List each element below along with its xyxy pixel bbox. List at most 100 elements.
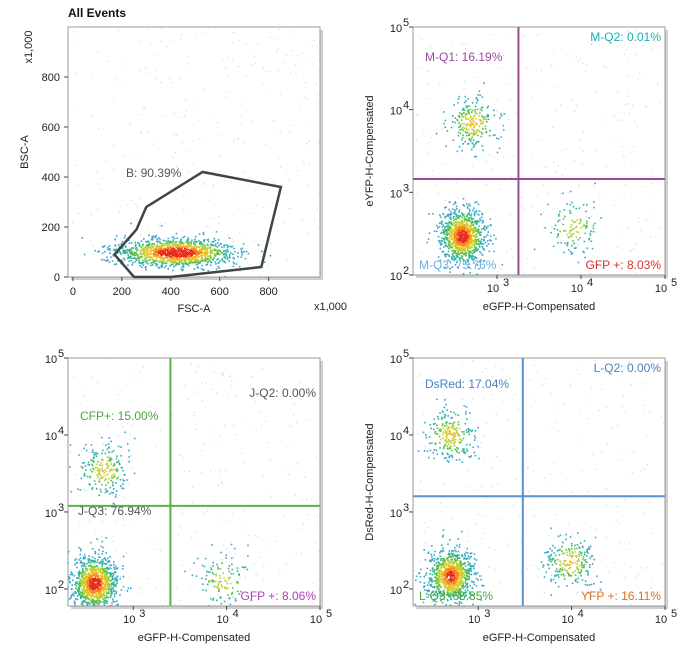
gate-label: M-Q1: 16.19% — [425, 50, 503, 64]
event-dot — [446, 53, 448, 55]
event-dot — [106, 600, 108, 602]
event-dot — [165, 262, 168, 264]
event-dot — [72, 592, 75, 595]
event-dot — [525, 66, 527, 69]
event-dot — [152, 262, 155, 264]
event-dot — [160, 40, 162, 42]
event-dot — [523, 36, 526, 38]
event-dot — [583, 223, 585, 225]
event-dot — [92, 614, 94, 616]
event-dot — [120, 450, 122, 452]
event-dot — [488, 134, 491, 137]
event-dot — [457, 197, 459, 199]
event-dot — [448, 244, 451, 247]
event-dot — [164, 251, 166, 254]
event-dot — [198, 239, 200, 242]
event-dot — [459, 215, 462, 217]
event-dot — [574, 110, 576, 112]
event-dot — [68, 466, 71, 468]
event-dot — [128, 449, 130, 452]
event-dot — [460, 224, 462, 227]
event-dot — [481, 115, 483, 117]
event-dot — [467, 105, 469, 108]
event-dot — [188, 244, 190, 246]
event-dot — [112, 600, 114, 602]
event-dot — [560, 242, 563, 244]
event-dot — [657, 84, 659, 86]
event-dot — [103, 579, 106, 581]
event-dot — [473, 131, 475, 133]
event-dot — [194, 243, 196, 245]
event-dot — [107, 577, 110, 580]
event-dot — [207, 508, 209, 510]
event-dot — [78, 581, 81, 584]
event-dot — [120, 466, 123, 469]
event-dot — [205, 574, 208, 577]
event-dot — [79, 553, 82, 556]
event-dot — [165, 247, 168, 250]
event-dot — [175, 232, 178, 235]
event-dot — [100, 477, 102, 479]
event-dot — [440, 108, 442, 110]
event-dot — [471, 229, 474, 232]
event-dot — [174, 152, 176, 154]
event-dot — [239, 208, 241, 210]
event-dot — [450, 239, 452, 241]
event-dot — [102, 459, 104, 461]
event-dot — [640, 231, 642, 233]
event-dot — [483, 249, 486, 251]
event-dot — [68, 550, 70, 553]
event-dot — [100, 561, 102, 563]
event-dot — [180, 238, 182, 240]
event-dot — [476, 108, 479, 111]
event-dot — [124, 250, 127, 252]
event-dot — [129, 577, 131, 579]
event-dot — [225, 244, 228, 246]
event-dot — [169, 247, 171, 249]
event-dot — [233, 425, 235, 427]
event-dot — [227, 587, 229, 589]
event-dot — [480, 211, 482, 213]
y-tick-label: 10 — [45, 431, 57, 443]
event-dot — [153, 243, 155, 245]
event-dot — [455, 247, 457, 249]
event-dot — [238, 593, 241, 595]
event-dot — [487, 231, 490, 233]
event-dot — [475, 113, 477, 115]
event-dot — [131, 425, 133, 427]
event-dot — [469, 224, 472, 227]
event-dot — [141, 262, 143, 265]
event-dot — [624, 410, 626, 412]
event-dot — [133, 252, 136, 254]
event-dot — [235, 395, 237, 397]
event-dot — [292, 50, 294, 52]
event-dot — [99, 561, 102, 564]
event-dot — [82, 580, 84, 583]
event-dot — [73, 613, 75, 615]
event-dot — [445, 253, 448, 256]
event-dot — [624, 184, 626, 186]
event-dot — [207, 240, 210, 243]
event-dot — [223, 254, 225, 256]
event-dot — [462, 273, 465, 275]
event-dot — [202, 247, 205, 249]
event-dot — [207, 571, 210, 573]
event-dot — [471, 142, 474, 144]
event-dot — [92, 245, 95, 247]
event-dot — [89, 588, 91, 591]
event-dot — [115, 467, 118, 470]
event-dot — [110, 564, 113, 567]
event-dot — [101, 576, 103, 579]
event-dot — [82, 574, 85, 576]
event-dot — [448, 201, 451, 204]
event-dot — [94, 591, 97, 593]
event-dot — [144, 107, 146, 109]
event-dot — [567, 236, 570, 239]
event-dot — [138, 380, 140, 382]
event-dot — [473, 76, 475, 78]
event-dot — [443, 111, 445, 113]
event-dot — [91, 583, 93, 585]
event-dot — [83, 578, 85, 580]
event-dot — [100, 475, 102, 477]
event-dot — [105, 583, 108, 586]
